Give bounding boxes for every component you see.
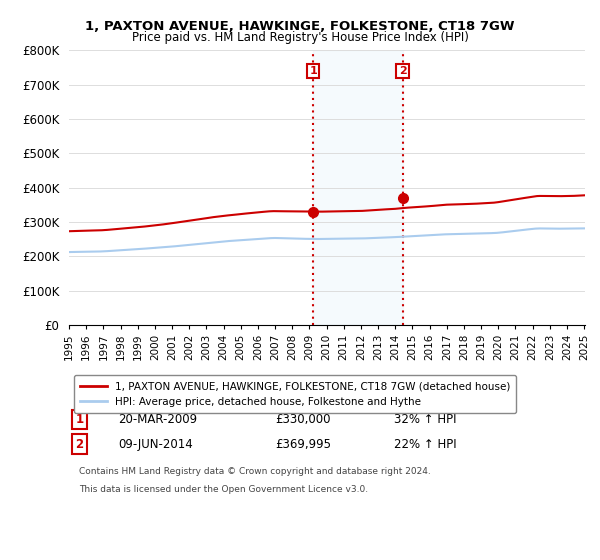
Text: 2: 2 bbox=[75, 438, 83, 451]
Text: This data is licensed under the Open Government Licence v3.0.: This data is licensed under the Open Gov… bbox=[79, 485, 368, 494]
Bar bbox=[313, 50, 403, 325]
Text: 1, PAXTON AVENUE, HAWKINGE, FOLKESTONE, CT18 7GW: 1, PAXTON AVENUE, HAWKINGE, FOLKESTONE, … bbox=[85, 20, 515, 32]
Text: 1: 1 bbox=[310, 66, 317, 76]
Text: 2: 2 bbox=[399, 66, 407, 76]
Text: 20-MAR-2009: 20-MAR-2009 bbox=[118, 413, 197, 426]
Text: Price paid vs. HM Land Registry's House Price Index (HPI): Price paid vs. HM Land Registry's House … bbox=[131, 31, 469, 44]
Legend: 1, PAXTON AVENUE, HAWKINGE, FOLKESTONE, CT18 7GW (detached house), HPI: Average : 1, PAXTON AVENUE, HAWKINGE, FOLKESTONE, … bbox=[74, 375, 517, 413]
Text: £369,995: £369,995 bbox=[275, 438, 331, 451]
Text: Contains HM Land Registry data © Crown copyright and database right 2024.: Contains HM Land Registry data © Crown c… bbox=[79, 467, 431, 476]
Text: 22% ↑ HPI: 22% ↑ HPI bbox=[394, 438, 457, 451]
Text: 09-JUN-2014: 09-JUN-2014 bbox=[118, 438, 193, 451]
Text: 32% ↑ HPI: 32% ↑ HPI bbox=[394, 413, 457, 426]
Text: 1: 1 bbox=[75, 413, 83, 426]
Text: £330,000: £330,000 bbox=[275, 413, 331, 426]
